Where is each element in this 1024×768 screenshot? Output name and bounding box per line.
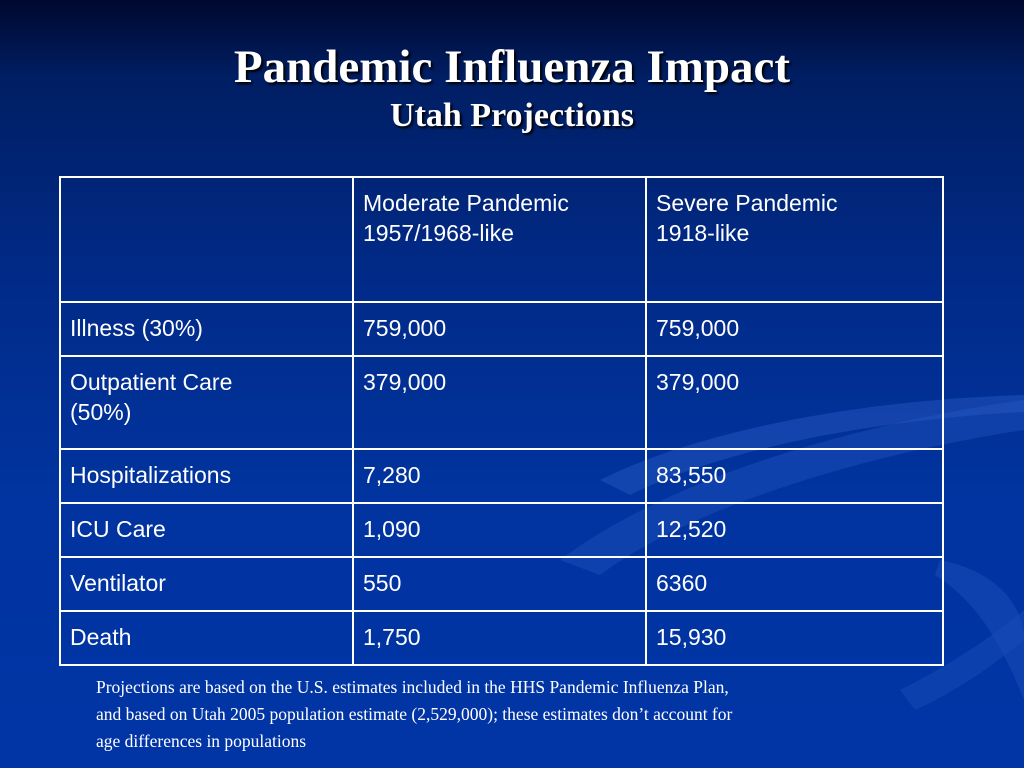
column-header-severe-line1: Severe Pandemic (656, 190, 838, 216)
table-row: Outpatient Care (50%) 379,000 379,000 (59, 355, 944, 450)
projections-table: Moderate Pandemic 1957/1968-like Severe … (59, 176, 944, 666)
column-header-severe: Severe Pandemic 1918-like (645, 176, 944, 303)
table-row: Illness (30%) 759,000 759,000 (59, 301, 944, 357)
footnote: Projections are based on the U.S. estima… (96, 674, 946, 755)
severe-value: 759,000 (645, 301, 944, 357)
row-label: Outpatient Care (50%) (59, 355, 354, 450)
slide-subtitle: Utah Projections (390, 97, 634, 134)
slide-title: Pandemic Influenza Impact (233, 41, 791, 93)
row-label-line1: Outpatient Care (70, 369, 233, 395)
column-header-moderate: Moderate Pandemic 1957/1968-like (352, 176, 647, 303)
severe-value: 6360 (645, 556, 944, 612)
severe-value: 379,000 (645, 355, 944, 450)
table-row: Hospitalizations 7,280 83,550 (59, 448, 944, 504)
row-label: Hospitalizations (59, 448, 354, 504)
table-header-row: Moderate Pandemic 1957/1968-like Severe … (59, 176, 944, 303)
title-block: Pandemic Influenza Impact Utah Projectio… (0, 38, 1024, 136)
moderate-value: 759,000 (352, 301, 647, 357)
row-label-line2: (50%) (70, 399, 132, 425)
row-label: Ventilator (59, 556, 354, 612)
row-label: Death (59, 610, 354, 666)
moderate-value: 550 (352, 556, 647, 612)
column-header-severe-line2: 1918-like (656, 220, 750, 246)
severe-value: 15,930 (645, 610, 944, 666)
moderate-value: 1,090 (352, 502, 647, 558)
moderate-value: 1,750 (352, 610, 647, 666)
moderate-value: 7,280 (352, 448, 647, 504)
table-row: Ventilator 550 6360 (59, 556, 944, 612)
moderate-value: 379,000 (352, 355, 647, 450)
table-row: ICU Care 1,090 12,520 (59, 502, 944, 558)
severe-value: 83,550 (645, 448, 944, 504)
footnote-line1: Projections are based on the U.S. estima… (96, 677, 729, 697)
footnote-line2: and based on Utah 2005 population estima… (96, 704, 733, 724)
table-corner-cell (59, 176, 354, 303)
table-row: Death 1,750 15,930 (59, 610, 944, 666)
severe-value: 12,520 (645, 502, 944, 558)
column-header-moderate-line1: Moderate Pandemic (363, 190, 569, 216)
row-label: ICU Care (59, 502, 354, 558)
column-header-moderate-line2: 1957/1968-like (363, 220, 514, 246)
footnote-line3: age differences in populations (96, 731, 307, 751)
row-label: Illness (30%) (59, 301, 354, 357)
